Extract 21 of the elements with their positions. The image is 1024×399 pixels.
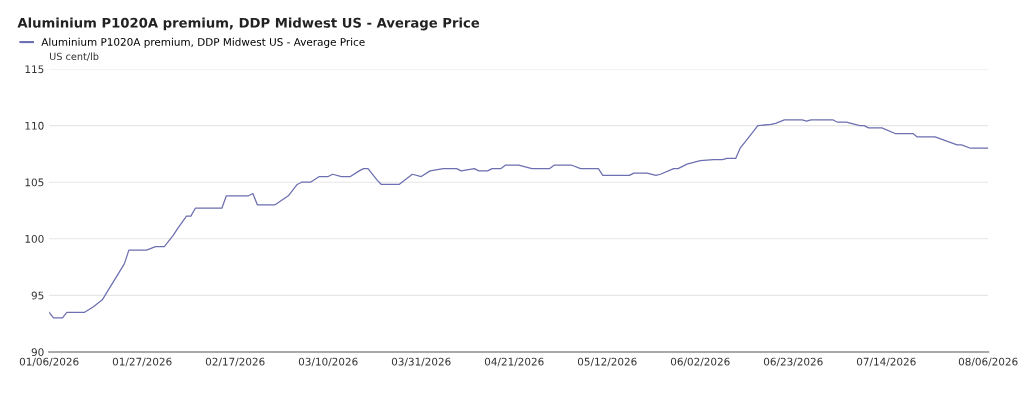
x-tick-label: 05/12/2026 xyxy=(577,357,637,367)
x-tick-label: 06/02/2026 xyxy=(670,357,730,367)
x-tick-label: 01/06/2026 xyxy=(19,357,79,367)
x-tick-label: 07/14/2026 xyxy=(856,357,916,367)
y-axis-title: US cent/lb xyxy=(50,52,99,61)
x-tick-label: 06/23/2026 xyxy=(763,357,823,367)
legend-label: Aluminium P1020A premium, DDP Midwest US - Average Price xyxy=(41,37,365,48)
y-tick-label: 105 xyxy=(25,178,44,187)
x-tick-label: 03/10/2026 xyxy=(298,357,358,367)
y-tick-label: 110 xyxy=(25,121,44,130)
y-tick-label: 90 xyxy=(31,348,44,357)
y-tick-label: 95 xyxy=(31,291,44,300)
x-tick-label: 01/27/2026 xyxy=(112,357,172,367)
chart-title: Aluminium P1020A premium, DDP Midwest US - Average Price xyxy=(17,17,480,31)
x-tick-label: 03/31/2026 xyxy=(391,357,451,367)
y-tick-label: 115 xyxy=(25,65,44,74)
x-tick-label: 08/06/2026 xyxy=(958,357,1018,367)
x-tick-label: 02/17/2026 xyxy=(205,357,265,367)
y-tick-label: 100 xyxy=(25,234,44,243)
x-tick-label: 04/21/2026 xyxy=(484,357,544,367)
line-series xyxy=(49,119,989,319)
